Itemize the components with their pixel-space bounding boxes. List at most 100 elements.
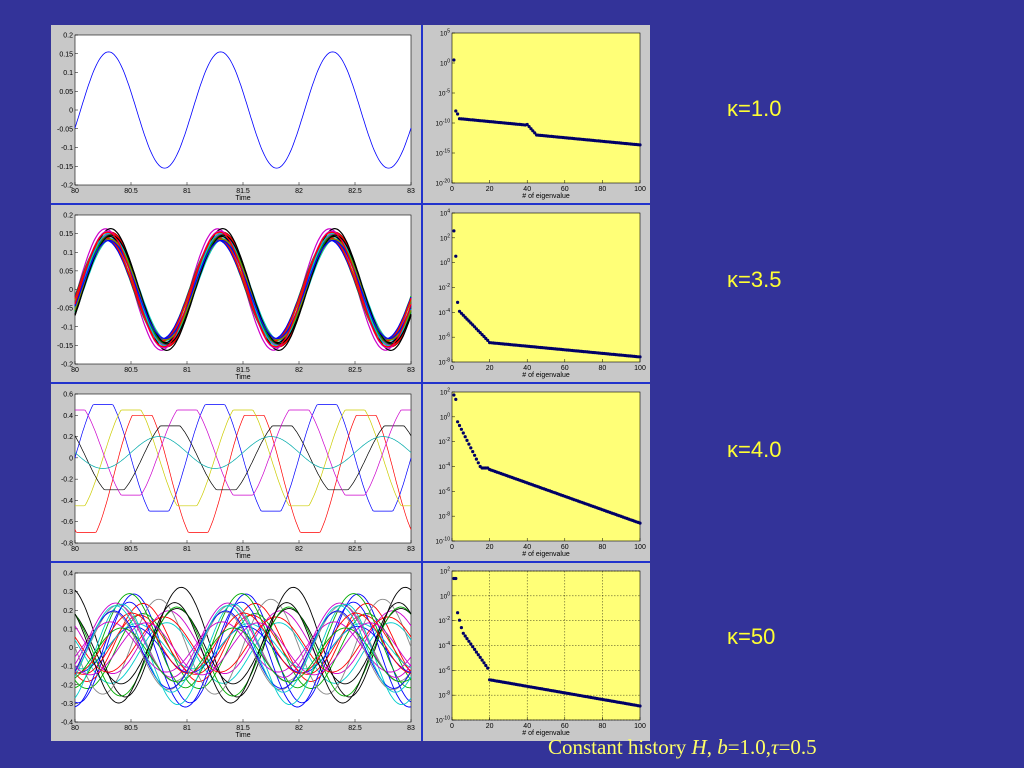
eig-panel-3: 102 100 10-2 10-4 10-6 10-8 10-100 20 40 60 80 100 #…: [436, 388, 646, 559]
x-tick-label: 100: [634, 723, 646, 730]
y-tick-label: 0.4: [63, 413, 73, 420]
y-tick-label: -0.2: [61, 682, 73, 689]
svg-text:105: 105: [440, 29, 450, 38]
x-tick-label: 0: [450, 544, 454, 551]
y-tick-label: 10-6: [438, 666, 450, 675]
y-tick-label: -0.4: [61, 720, 73, 727]
x-tick-label: 80: [599, 186, 607, 193]
y-tick-label: 0.05: [59, 89, 73, 96]
caption-prefix: Constant history: [548, 735, 692, 759]
kappa-label-4: κ=50: [727, 624, 776, 649]
y-tick-label: 0.2: [63, 608, 73, 615]
y-tick-label: 0.2: [63, 434, 73, 441]
series-line: [74, 616, 412, 673]
y-tick-label: 105: [440, 29, 450, 38]
eigenvalue-point: [461, 313, 465, 317]
x-tick-label: 80: [71, 725, 79, 732]
series-line: [74, 622, 412, 684]
y-tick-label: 100: [440, 412, 450, 421]
x-tick-label: 80.5: [124, 546, 138, 553]
x-tick-label: 20: [486, 723, 494, 730]
series-line: [75, 612, 412, 674]
series-line: [74, 610, 412, 675]
y-tick-label: 10-2: [438, 283, 450, 292]
eigenvalue-point: [478, 331, 482, 335]
x-axis-label: # of eigenvalue: [522, 730, 570, 737]
x-tick-label: 40: [523, 544, 531, 551]
x-axis-label: Time: [235, 732, 250, 739]
eig-panel-2: 104 102 100 10-2 10-4 10-6 10-80 20 40 60 80 100 # o…: [438, 209, 646, 380]
kappa-label-2: κ=3.5: [727, 267, 782, 292]
y-tick-label: 104: [440, 209, 450, 218]
series-line: [74, 231, 412, 348]
y-tick-label: -0.3: [61, 701, 73, 708]
x-tick-label: 80: [71, 188, 79, 195]
x-tick-label: 60: [561, 544, 569, 551]
eigenvalue-point: [452, 229, 456, 233]
series-line: [74, 51, 412, 169]
x-tick-label: 100: [634, 544, 646, 551]
y-tick-label: 10-20: [436, 179, 451, 188]
caption-b: b: [717, 735, 728, 759]
series-line: [74, 614, 412, 675]
x-tick-label: 80: [599, 544, 607, 551]
x-tick-label: 81: [183, 546, 191, 553]
caption-sep: ,: [706, 735, 718, 759]
x-tick-label: 60: [561, 365, 569, 372]
x-tick-label: 100: [634, 365, 646, 372]
y-tick-label: 0.4: [63, 571, 73, 578]
x-axis-label: Time: [235, 374, 250, 381]
curves: [74, 404, 412, 533]
y-tick-label: 10-4: [438, 308, 450, 317]
series-line: [74, 234, 412, 345]
eigenvalue-point: [476, 461, 480, 465]
eigenvalue-point: [471, 450, 475, 454]
x-tick-label: 40: [523, 186, 531, 193]
eigenvalue-point: [461, 631, 465, 635]
y-tick-label: 0.2: [63, 33, 73, 40]
svg-text:10-4: 10-4: [438, 462, 450, 471]
svg-text:10-8: 10-8: [438, 358, 450, 367]
eigenvalue-point: [467, 639, 471, 643]
x-tick-label: 40: [523, 723, 531, 730]
y-tick-label: 10-2: [438, 616, 450, 625]
x-axis-label: Time: [235, 195, 250, 202]
time-panel-3: 80 80.5 81 81.5 82 82.5 83 0.6 0.4 0.2 0 -0.2 -0.4 -0…: [61, 392, 415, 561]
eigenvalue-point: [638, 143, 642, 147]
eigenvalue-point: [467, 319, 471, 323]
svg-text:10-6: 10-6: [438, 487, 450, 496]
eigenvalue-point: [473, 647, 477, 652]
eigenvalue-point: [473, 453, 477, 457]
x-tick-label: 81.5: [236, 546, 250, 553]
x-tick-label: 81: [183, 367, 191, 374]
x-tick-label: 40: [523, 365, 531, 372]
x-axis-label: # of eigenvalue: [522, 193, 570, 200]
series-line: [74, 436, 412, 469]
svg-text:102: 102: [440, 388, 450, 397]
series-line: [74, 601, 412, 708]
y-tick-label: 0.3: [63, 589, 73, 596]
eigenvalue-point: [469, 446, 473, 450]
y-tick-label: 0.15: [59, 231, 73, 238]
y-tick-label: -0.2: [61, 477, 73, 484]
y-tick-label: 10-10: [436, 119, 451, 128]
y-tick-label: -0.15: [57, 164, 73, 171]
x-axis-label: # of eigenvalue: [522, 551, 570, 558]
eigenvalue-point: [467, 442, 471, 446]
eig-panel-4: 102 100 10-2 10-4 10-6 10-8 10-100 20 40 60 80 100 #…: [436, 567, 646, 738]
plot-area: [451, 391, 641, 542]
eigenvalue-point: [527, 125, 531, 129]
svg-text:100: 100: [440, 591, 450, 600]
svg-text:104: 104: [440, 209, 450, 218]
series-line: [74, 608, 412, 685]
caption-H: H: [691, 735, 707, 759]
eigenvalue-point: [463, 435, 467, 439]
y-tick-label: -0.05: [57, 126, 73, 133]
svg-text:102: 102: [440, 567, 450, 576]
series-line: [74, 604, 412, 682]
svg-text:10-4: 10-4: [438, 308, 450, 317]
eigenvalue-point: [459, 626, 463, 630]
x-tick-label: 82.5: [348, 546, 362, 553]
y-tick-label: -0.1: [61, 145, 73, 152]
